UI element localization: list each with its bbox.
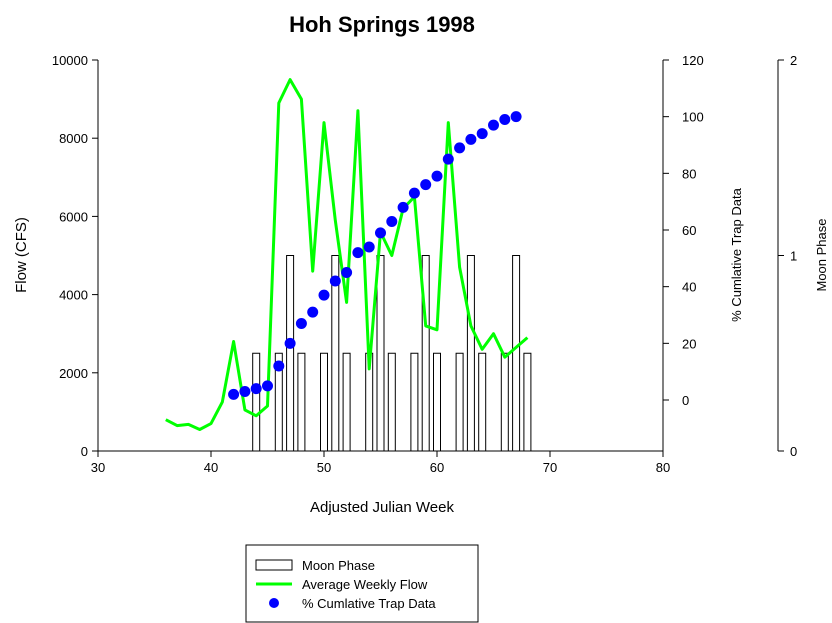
trap-data-point	[476, 128, 488, 140]
trap-data-point	[431, 170, 443, 182]
trap-data-point	[408, 187, 420, 199]
moon-phase-bar	[331, 255, 340, 452]
moon-phase-bar	[523, 352, 532, 452]
moon-phase-bar	[286, 255, 295, 452]
x-tick-label: 70	[543, 460, 557, 475]
moon-phase-bar	[500, 352, 509, 452]
moon-phase-bar	[455, 352, 464, 452]
chart-title: Hoh Springs 1998	[289, 12, 475, 37]
x-axis-label: Adjusted Julian Week	[310, 499, 454, 516]
trap-data-point	[510, 111, 522, 123]
y-tick-label: 4000	[59, 288, 88, 303]
y2-tick-label: 120	[682, 53, 704, 68]
trap-data-point	[239, 386, 251, 397]
moon-phase-bar	[376, 255, 385, 452]
y-axis-label: Flow (CFS)	[13, 217, 30, 293]
y2-tick-label: 0	[682, 393, 689, 408]
trap-data-point	[397, 201, 409, 213]
y-tick-label: 2000	[59, 366, 88, 381]
y-tick-label: 6000	[59, 209, 88, 224]
moon-phase-bar	[433, 352, 441, 452]
y3-tick-label: 0	[790, 444, 797, 459]
moon-phase-bar	[478, 352, 487, 452]
moon-phase-bar	[342, 352, 351, 452]
legend-swatch-moon-phase	[255, 559, 293, 571]
trap-data-point	[454, 142, 466, 154]
y-tick-label: 0	[81, 444, 88, 459]
y2-tick-label: 40	[682, 280, 696, 295]
trap-data-point	[284, 337, 296, 349]
flow-line	[165, 78, 529, 431]
moon-phase-bar	[320, 352, 328, 452]
plot-area: 30 40 50 60 70 800200040006000800010000020406…	[52, 53, 797, 475]
trap-data-point	[273, 360, 285, 372]
moon-phase-bar	[387, 352, 396, 452]
trap-data-point	[499, 114, 511, 125]
trap-data-point	[307, 306, 319, 318]
legend-label-flow: Average Weekly Flow	[302, 577, 428, 592]
moon-phase-bar	[274, 352, 283, 452]
trap-data-point	[228, 388, 240, 400]
trap-data-point	[488, 119, 499, 131]
trap-data-point	[363, 241, 375, 253]
y3-tick-label: 1	[790, 249, 797, 264]
y-tick-label: 10000	[52, 53, 88, 68]
moon-phase-bar	[297, 352, 306, 452]
y2-tick-label: 80	[682, 166, 696, 181]
legend: Moon Phase Average Weekly Flow % Cumlati…	[245, 544, 479, 623]
trap-data-point	[375, 227, 386, 239]
trap-data-point	[442, 153, 454, 165]
trap-data-point	[420, 179, 432, 191]
moon-phase-bar	[466, 255, 475, 452]
moon-phase-bar	[421, 255, 430, 452]
trap-data-point	[341, 267, 353, 278]
moon-phase-bar	[252, 352, 261, 452]
y2-tick-label: 100	[682, 110, 704, 125]
trap-data-point	[295, 318, 307, 329]
x-tick-label: 80	[656, 460, 670, 475]
trap-data-point	[352, 247, 364, 259]
trap-data-point	[318, 289, 330, 301]
trap-data-point	[465, 133, 477, 145]
x-tick-label: 30	[91, 460, 105, 475]
x-tick-label: 60	[430, 460, 444, 475]
x-tick-label: 50	[317, 460, 331, 475]
y3-axis-label: Moon Phase	[814, 219, 829, 292]
y-tick-label: 8000	[59, 131, 88, 146]
trap-data-point	[386, 216, 398, 227]
legend-label-trap: % Cumlative Trap Data	[302, 596, 436, 611]
y2-tick-label: 20	[682, 336, 696, 351]
trap-data-point	[262, 380, 273, 392]
y2-axis-label: % Cumlative Trap Data	[729, 187, 744, 321]
y3-tick-label: 2	[790, 53, 797, 68]
legend-swatch-trap	[269, 598, 279, 608]
legend-label-moon-phase: Moon Phase	[302, 558, 375, 573]
moon-phase-bar	[410, 352, 419, 452]
y2-tick-label: 60	[682, 223, 696, 238]
trap-data-point	[329, 275, 341, 287]
moon-phase-bar	[512, 255, 521, 452]
trap-data-point	[250, 383, 262, 395]
x-tick-label: 40	[204, 460, 218, 475]
